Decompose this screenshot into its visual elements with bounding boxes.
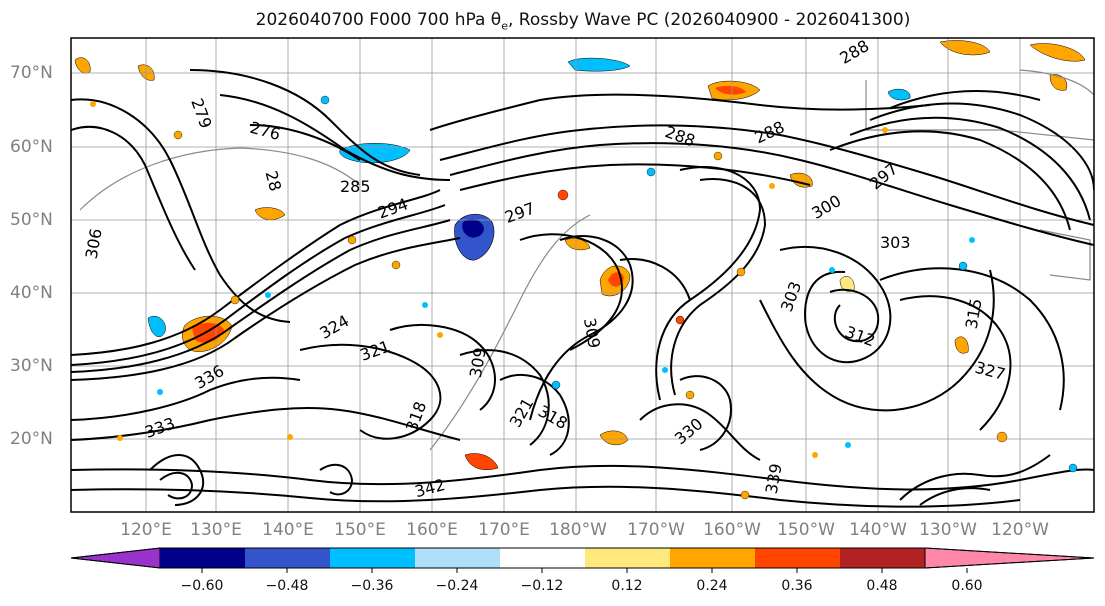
longitude-label: 150°E — [334, 520, 386, 540]
colorbar-tick-label: −0.24 — [435, 578, 479, 594]
colorbar-tick-label: 0.12 — [611, 578, 643, 594]
title-prefix: 2026040700 F000 700 hPa — [255, 10, 491, 30]
colorbar-segment-3 — [330, 548, 415, 568]
colorbar-tick-label: 0.60 — [951, 578, 983, 594]
colorbar-segment-8 — [755, 548, 840, 568]
longitude-label: 130°W — [919, 520, 977, 540]
longitude-label: 180°W — [549, 520, 607, 540]
anomaly-blob — [462, 219, 484, 238]
colorbar-segment-5 — [500, 548, 585, 568]
colorbar-tick-label: 0.36 — [781, 578, 813, 594]
anomaly-blob — [567, 57, 631, 72]
anomaly-blob — [464, 453, 499, 471]
colorbar-tick-label: −0.12 — [520, 578, 564, 594]
longitude-label: 130°E — [190, 520, 242, 540]
theta-subscript: e — [501, 19, 508, 33]
colorbar-segment-9 — [840, 548, 925, 568]
colorbar-tick-label: 0.24 — [696, 578, 728, 594]
longitude-label: 160°W — [703, 520, 761, 540]
contour-label: 28 — [261, 169, 285, 194]
longitude-label: 150°W — [777, 520, 835, 540]
latitude-label-50n: 50°N — [10, 210, 53, 230]
contour-label: 303 — [880, 233, 911, 252]
anomaly-blob — [715, 85, 746, 95]
colorbar-segment-2 — [245, 548, 330, 568]
coastlines — [79, 69, 1094, 451]
theta-e-contours — [71, 69, 1094, 508]
anomaly-blob — [954, 336, 969, 354]
colorbar-tick-label: −0.60 — [180, 578, 224, 594]
map-title: 2026040700 F000 700 hPa θe, Rossby Wave … — [0, 10, 1105, 32]
colorbar-segment-6 — [585, 548, 670, 568]
anomaly-blob — [147, 316, 166, 337]
anomaly-blob — [887, 88, 911, 101]
latitude-label-60n: 60°N — [10, 137, 53, 157]
longitude-label: 170°W — [627, 520, 685, 540]
longitude-label: 140°W — [849, 520, 907, 540]
colorbar-segment-4 — [415, 548, 500, 568]
longitude-label: 160°E — [406, 520, 458, 540]
latitude-label-40n: 40°N — [10, 283, 53, 303]
anomaly-blob — [254, 207, 286, 220]
theta-symbol: θ — [490, 10, 502, 30]
anomaly-specks — [90, 95, 1078, 500]
map-frame — [70, 37, 1095, 513]
colorbar-tick-label: 0.48 — [866, 578, 898, 594]
colorbar-tick-label: −0.36 — [350, 578, 394, 594]
colorbar-segment-1 — [160, 548, 245, 568]
title-suffix: , Rossby Wave PC (2026040900 - 202604130… — [507, 10, 911, 30]
colorbar-segment-10 — [924, 547, 1095, 569]
colorbar — [70, 547, 1095, 573]
anomaly-blob — [599, 430, 629, 446]
colorbar-outline — [70, 547, 1095, 569]
anomaly-blob — [839, 276, 855, 292]
anomaly-blob — [74, 57, 91, 74]
colorbar-segment-7 — [670, 548, 755, 568]
longitude-label: 120°E — [120, 520, 172, 540]
anomaly-blob — [1049, 74, 1068, 91]
contour-label: 285 — [340, 177, 371, 196]
colorbar-segment-0 — [70, 547, 161, 569]
anomaly-shading — [74, 40, 1086, 471]
longitude-label: 170°E — [478, 520, 530, 540]
map-background — [71, 38, 1094, 512]
colorbar-tick-label: −0.48 — [265, 578, 309, 594]
anomaly-blob — [1029, 43, 1086, 62]
latitude-label-70n: 70°N — [10, 63, 53, 83]
longitude-label: 120°W — [991, 520, 1049, 540]
anomaly-blob — [564, 238, 591, 251]
anomaly-blob — [939, 40, 991, 56]
latitude-label-30n: 30°N — [10, 356, 53, 376]
latitude-label-20n: 20°N — [10, 429, 53, 449]
longitude-label: 140°E — [262, 520, 314, 540]
